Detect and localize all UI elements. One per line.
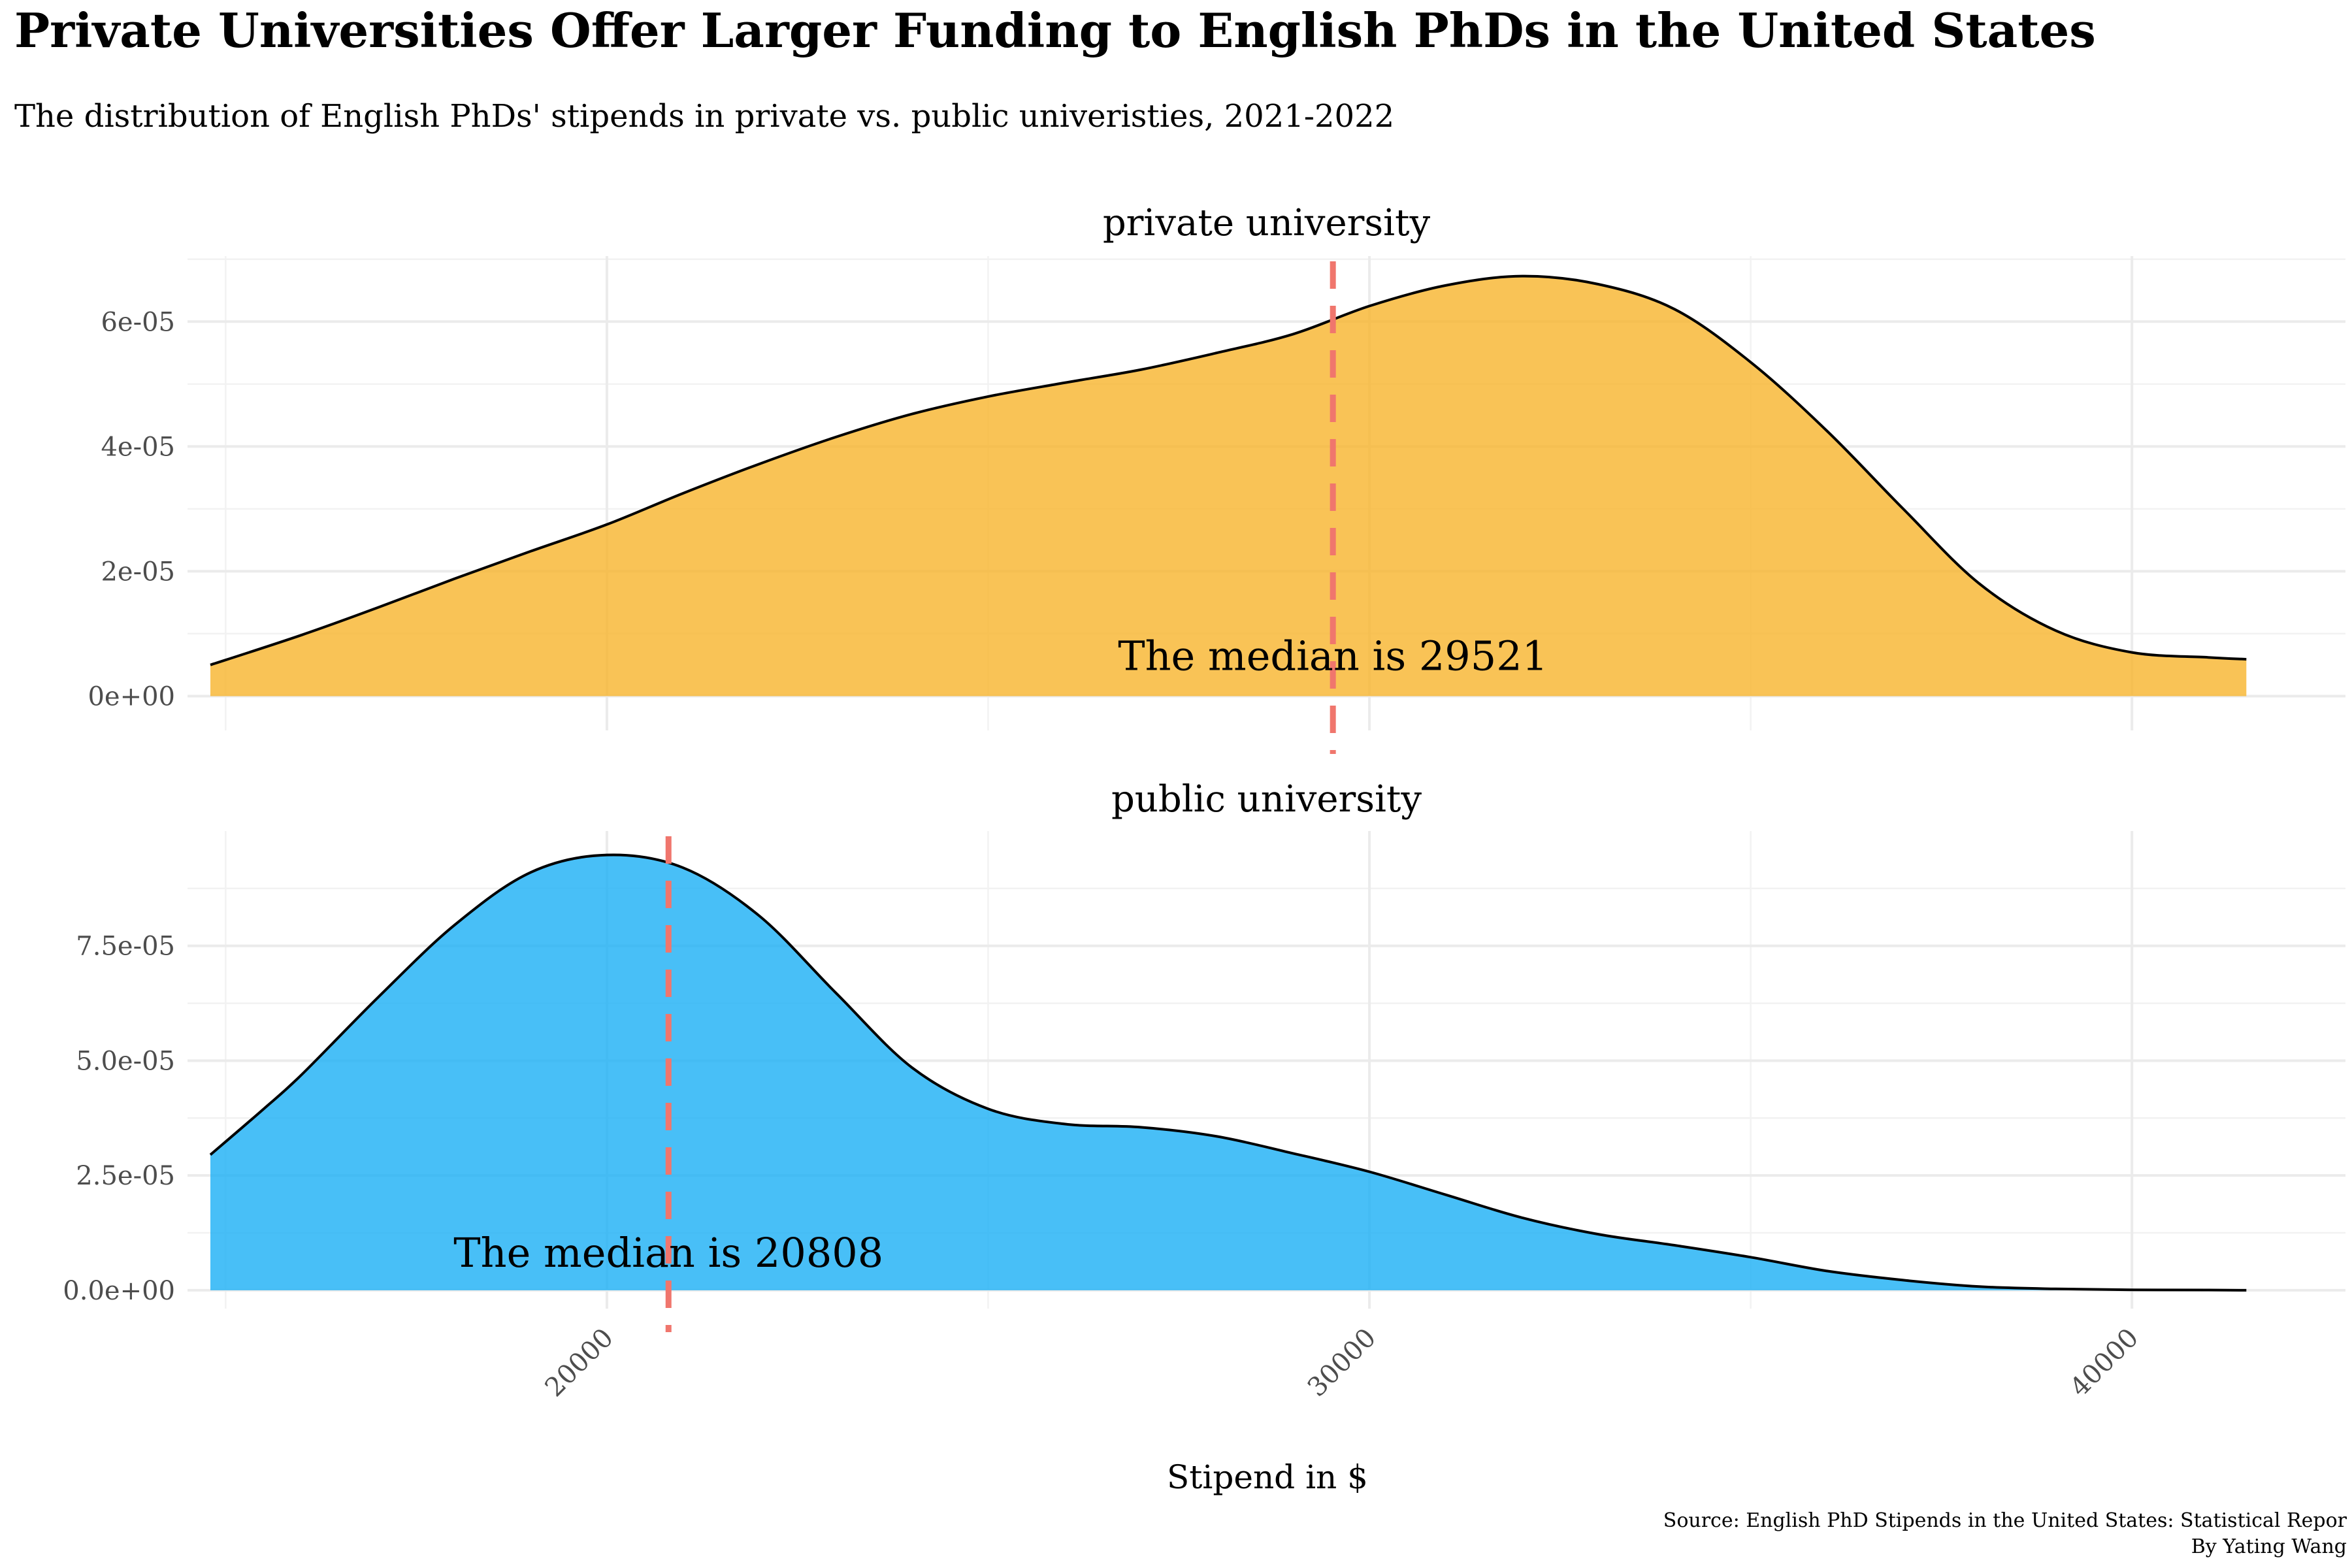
density-curve-private-university (210, 274, 2247, 666)
median-label: The median is 29521 (1118, 632, 1548, 679)
y-tick-label: 5.0e-05 (76, 1046, 175, 1076)
density-area-private-university (210, 276, 2247, 696)
x-axis-label: Stipend in $ (1167, 1458, 1368, 1496)
panel-title: private university (1103, 202, 1431, 244)
median-label: The median is 20808 (453, 1229, 883, 1277)
chart-title: Private Universities Offer Larger Fundin… (14, 3, 2096, 58)
y-tick-label: 4e-05 (101, 432, 175, 462)
x-tick-label: 40000 (2065, 1323, 2145, 1403)
y-tick-label: 2.5e-05 (76, 1161, 175, 1191)
chart-subtitle: The distribution of English PhDs' stipen… (14, 98, 1394, 135)
panel-title: public university (1111, 778, 1422, 821)
panel-private-university: private university 0e+00 2e-05 4e-05 6e-05 Th… (88, 202, 2345, 754)
y-tick-label: 6e-05 (101, 307, 175, 337)
y-tick-label: 7.5e-05 (76, 932, 175, 962)
density-area-public-university (210, 855, 2247, 1290)
x-tick-label: 20000 (539, 1323, 619, 1403)
y-tick-label: 0.0e+00 (63, 1276, 175, 1306)
density-curve-public-university (209, 853, 2247, 1292)
x-axis: 20000 30000 40000 (539, 1323, 2144, 1403)
y-tick-label: 2e-05 (101, 557, 175, 587)
caption-source: Source: English PhD Stipends in the Unit… (1663, 1509, 2347, 1532)
y-tick-label: 0e+00 (88, 681, 175, 711)
caption-author: By Yating Wang (2191, 1535, 2347, 1558)
x-tick-label: 30000 (1302, 1323, 1382, 1403)
panel-public-university: public university 0.0e+00 2.5e-05 5.0e-05 7.… (63, 778, 2345, 1332)
